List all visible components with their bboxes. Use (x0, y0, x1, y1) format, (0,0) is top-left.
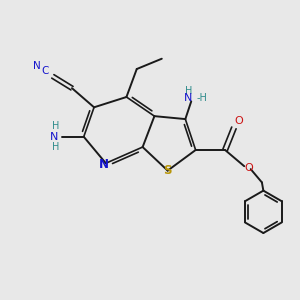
Text: N: N (33, 61, 41, 71)
Text: N: N (50, 132, 58, 142)
Text: C: C (41, 66, 48, 76)
Text: O: O (244, 163, 253, 173)
Text: H: H (52, 122, 59, 131)
Text: N: N (99, 158, 110, 171)
Text: S: S (164, 164, 172, 177)
Text: -H: -H (196, 94, 207, 103)
Text: N: N (184, 94, 193, 103)
Text: O: O (234, 116, 243, 126)
Text: H: H (52, 142, 59, 152)
Text: H: H (184, 86, 192, 96)
